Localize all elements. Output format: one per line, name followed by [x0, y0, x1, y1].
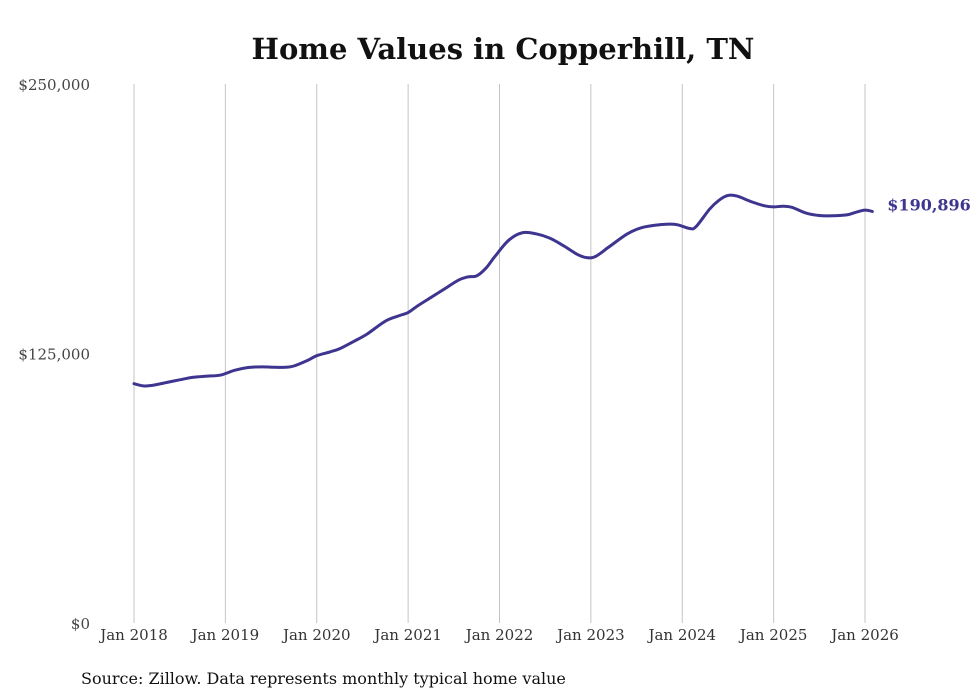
y-tick-label-250000: $250,000	[18, 76, 90, 94]
series-group: $190,896	[132, 193, 971, 388]
x-tick-label-2018: Jan 2018	[98, 626, 168, 644]
source-note: Source: Zillow. Data represents monthly …	[81, 669, 566, 688]
end-value-label: $190,896	[887, 195, 971, 214]
x-tick-label-2025: Jan 2025	[738, 626, 808, 644]
y-tick-label-125000: $125,000	[18, 346, 90, 364]
x-tick-label-2021: Jan 2021	[372, 626, 442, 644]
x-tick-label-2019: Jan 2019	[190, 626, 260, 644]
x-tick-label-2022: Jan 2022	[464, 626, 534, 644]
y-axis-tick-labels: $0 $125,000 $250,000	[18, 76, 90, 633]
gridlines	[133, 84, 866, 623]
x-tick-label-2026: Jan 2026	[829, 626, 899, 644]
chart-title: Home Values in Copperhill, TN	[252, 32, 755, 66]
x-axis-tick-labels: Jan 2018 Jan 2019 Jan 2020 Jan 2021 Jan 2022…	[98, 626, 899, 644]
series-line-0	[132, 193, 874, 388]
x-tick-label-2023: Jan 2023	[555, 626, 625, 644]
y-tick-label-0: $0	[71, 615, 90, 633]
x-tick-label-2024: Jan 2024	[646, 626, 716, 644]
x-tick-label-2020: Jan 2020	[281, 626, 351, 644]
